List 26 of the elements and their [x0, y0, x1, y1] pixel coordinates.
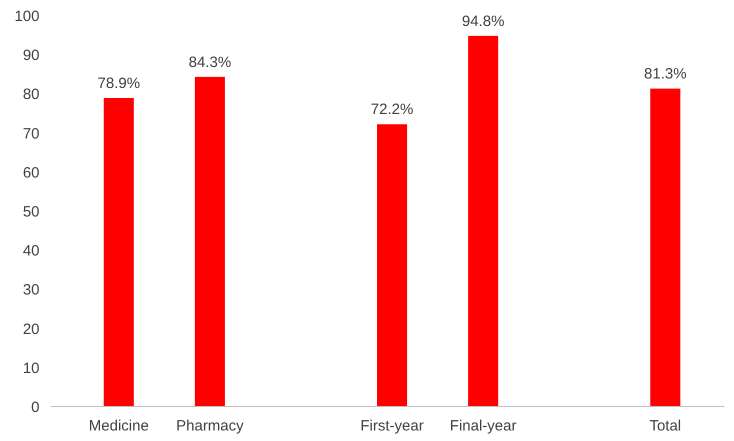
bar: [650, 88, 680, 406]
y-tick-label: 90: [22, 47, 40, 64]
y-tick-label: 20: [22, 320, 40, 338]
y-tick-label: 80: [22, 86, 40, 104]
data-label: 78.9%: [98, 75, 140, 92]
y-tick-label: 60: [22, 164, 40, 182]
y-tick-label: 70: [22, 125, 40, 142]
bar: [377, 124, 408, 406]
data-label: 72.2%: [370, 101, 414, 118]
x-tick-label: First-year: [360, 418, 424, 434]
x-tick-label: Medicine: [88, 418, 149, 434]
x-tick-label: Final-year: [450, 418, 516, 434]
bar: [104, 98, 134, 406]
x-tick-label: Pharmacy: [176, 418, 244, 434]
y-tick-label: 30: [22, 282, 40, 299]
data-label: 94.8%: [462, 12, 504, 30]
y-tick-label: 40: [22, 242, 40, 260]
x-tick-label: Total: [649, 418, 682, 434]
y-tick-label: 50: [22, 204, 40, 220]
bar: [468, 36, 498, 406]
data-label: 84.3%: [188, 54, 232, 71]
y-tick-label: 0: [31, 399, 40, 416]
y-tick-label: 10: [22, 360, 40, 377]
data-label: 81.3%: [644, 66, 687, 83]
y-tick-label: 100: [14, 8, 40, 25]
bar: [194, 76, 225, 406]
